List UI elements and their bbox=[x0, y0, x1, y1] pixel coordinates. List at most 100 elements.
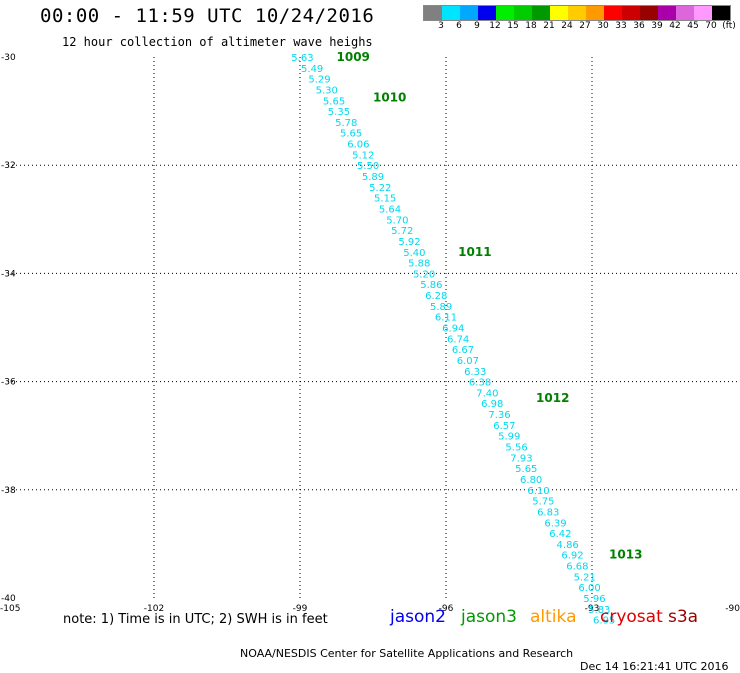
credit-line: NOAA/NESDIS Center for Satellite Applica… bbox=[0, 634, 740, 673]
swh-observation: 5.86 bbox=[420, 280, 442, 291]
time-label: 1012 bbox=[536, 391, 569, 405]
latitude-tick-label: -34 bbox=[1, 269, 16, 279]
swh-observation: 5.75 bbox=[532, 497, 554, 508]
swh-observation: 7.36 bbox=[488, 410, 510, 421]
swh-observation: 6.28 bbox=[425, 291, 447, 302]
longitude-tick-labels: -105 -102 -99 -96 -93 -90 bbox=[0, 604, 740, 614]
colorbar-label: 15 bbox=[507, 21, 519, 31]
colorbar-label: 33 bbox=[615, 21, 627, 31]
longitude-tick-label: -96 bbox=[439, 604, 454, 614]
swh-observation: 6.92 bbox=[561, 551, 583, 562]
swh-observation: 5.56 bbox=[505, 443, 527, 454]
swh-observation: 5.99 bbox=[498, 432, 520, 443]
satellite-jason3: jason3 bbox=[461, 607, 517, 627]
wave-height-map: -105 -102 -99 -96 -93 -90 -30-32-34-36-38-40 … bbox=[0, 50, 740, 627]
swh-observation: 5.35 bbox=[328, 107, 350, 118]
colorbar-swatch bbox=[568, 6, 586, 20]
latitude-tick-label: -32 bbox=[1, 161, 16, 171]
longitude-tick-label: -90 bbox=[725, 604, 740, 614]
swh-observation: 7.40 bbox=[476, 388, 498, 399]
swh-observation: 6.57 bbox=[493, 421, 515, 432]
latitude-tick-label: -30 bbox=[1, 53, 16, 63]
swh-observation: 5.65 bbox=[340, 129, 362, 140]
latitude-tick-label: -38 bbox=[1, 486, 16, 496]
colorbar-swatch bbox=[622, 6, 640, 20]
map-title: 00:00 - 11:59 UTC 10/24/2016 bbox=[40, 5, 375, 27]
latitude-tick-labels: -30 -32 -34 -36 -38 -40 bbox=[1, 53, 16, 604]
colorbar-swatch bbox=[442, 6, 460, 20]
colorbar-swatch bbox=[460, 6, 478, 20]
time-label: 1010 bbox=[373, 91, 406, 105]
colorbar-label: 70 bbox=[705, 21, 717, 31]
colorbar-label: 18 bbox=[525, 21, 537, 31]
graticule bbox=[8, 57, 738, 598]
swh-observation: 6.74 bbox=[447, 334, 469, 345]
longitude-tick-label: -99 bbox=[293, 604, 308, 614]
swh-observation: 6.94 bbox=[442, 324, 464, 335]
latitude-tick-label: -40 bbox=[1, 594, 16, 604]
colorbar-swatch bbox=[676, 6, 694, 20]
swh-observation: 6.33 bbox=[464, 367, 486, 378]
colorbar-label: 24 bbox=[561, 21, 573, 31]
colorbar-label: 6 bbox=[456, 21, 462, 31]
latitude-tick-label: -36 bbox=[1, 378, 16, 388]
swh-observation: 5.49 bbox=[301, 64, 323, 75]
swh-observation: 7.93 bbox=[510, 453, 532, 464]
swh-observations: 5.635.495.295.305.655.355.785.656.065.12… bbox=[291, 53, 615, 627]
colorbar-label: 12 bbox=[489, 21, 501, 31]
swh-observation: 5.89 bbox=[362, 172, 384, 183]
swh-observation: 6.80 bbox=[520, 475, 542, 486]
satellite-s3a: s3a bbox=[668, 607, 699, 627]
satellite-cryosat: cryosat bbox=[600, 607, 663, 627]
swh-observation: 6.10 bbox=[527, 486, 549, 497]
colorbar-label: 30 bbox=[597, 21, 609, 31]
colorbar-swatch bbox=[514, 6, 532, 20]
footer-note: note: 1) Time is in UTC; 2) SWH is in fe… bbox=[63, 612, 328, 627]
swh-observation: 5.40 bbox=[403, 248, 425, 259]
swh-observation: 5.88 bbox=[408, 259, 430, 270]
swh-observation: 6.39 bbox=[544, 518, 566, 529]
swh-observation: 5.65 bbox=[323, 96, 345, 107]
colorbar-label: 27 bbox=[579, 21, 591, 31]
swh-observation: 6.38 bbox=[469, 378, 491, 389]
colorbar-swatch bbox=[424, 6, 442, 20]
swh-observation: 5.15 bbox=[374, 194, 396, 205]
swh-observation: 6.11 bbox=[435, 313, 457, 324]
colorbar-swatch bbox=[712, 6, 730, 20]
swh-observation: 6.07 bbox=[457, 356, 479, 367]
colorbar-swatch bbox=[532, 6, 550, 20]
colorbar-swatch bbox=[640, 6, 658, 20]
swh-observation: 6.67 bbox=[452, 345, 474, 356]
colorbar-swatch bbox=[478, 6, 496, 20]
map-subtitle: 12 hour collection of altimeter wave hei… bbox=[62, 35, 373, 49]
swh-observation: 5.96 bbox=[583, 594, 605, 605]
colorbar-labels: 3 6 9 12 15 18 21 24 27 30 33 36 39 42 45 70 (ft) bbox=[423, 21, 736, 33]
time-label: 1009 bbox=[337, 50, 370, 64]
swh-observation: 5.21 bbox=[574, 572, 596, 583]
colorbar-label: 36 bbox=[633, 21, 645, 31]
time-label: 1013 bbox=[609, 548, 642, 562]
swh-observation: 6.68 bbox=[566, 562, 588, 573]
swh-observation: 5.12 bbox=[352, 150, 374, 161]
colorbar-label: 3 bbox=[438, 21, 444, 31]
swh-observation: 5.92 bbox=[398, 237, 420, 248]
swh-observation: 6.95 bbox=[593, 616, 615, 627]
swh-observation: 5.83 bbox=[588, 605, 610, 616]
credit-organization: NOAA/NESDIS Center for Satellite Applica… bbox=[240, 647, 574, 660]
swh-observation: 6.42 bbox=[549, 529, 571, 540]
colorbar-swatch bbox=[496, 6, 514, 20]
colorbar-label: 39 bbox=[651, 21, 663, 31]
swh-observation: 5.22 bbox=[369, 183, 391, 194]
colorbar-swatch bbox=[550, 6, 568, 20]
swh-observation: 6.98 bbox=[481, 399, 503, 410]
colorbar-label: 42 bbox=[669, 21, 681, 31]
colorbar-swatch bbox=[586, 6, 604, 20]
colorbar-swatch bbox=[658, 6, 676, 20]
longitude-tick-label: -93 bbox=[585, 604, 600, 614]
colorbar-label: 9 bbox=[474, 21, 480, 31]
colorbar-label: (ft) bbox=[722, 21, 736, 31]
swh-observation: 5.89 bbox=[430, 302, 452, 313]
swh-observation: 5.20 bbox=[413, 269, 435, 280]
swh-observation: 4.86 bbox=[557, 540, 579, 551]
colorbar-label: 45 bbox=[687, 21, 699, 31]
